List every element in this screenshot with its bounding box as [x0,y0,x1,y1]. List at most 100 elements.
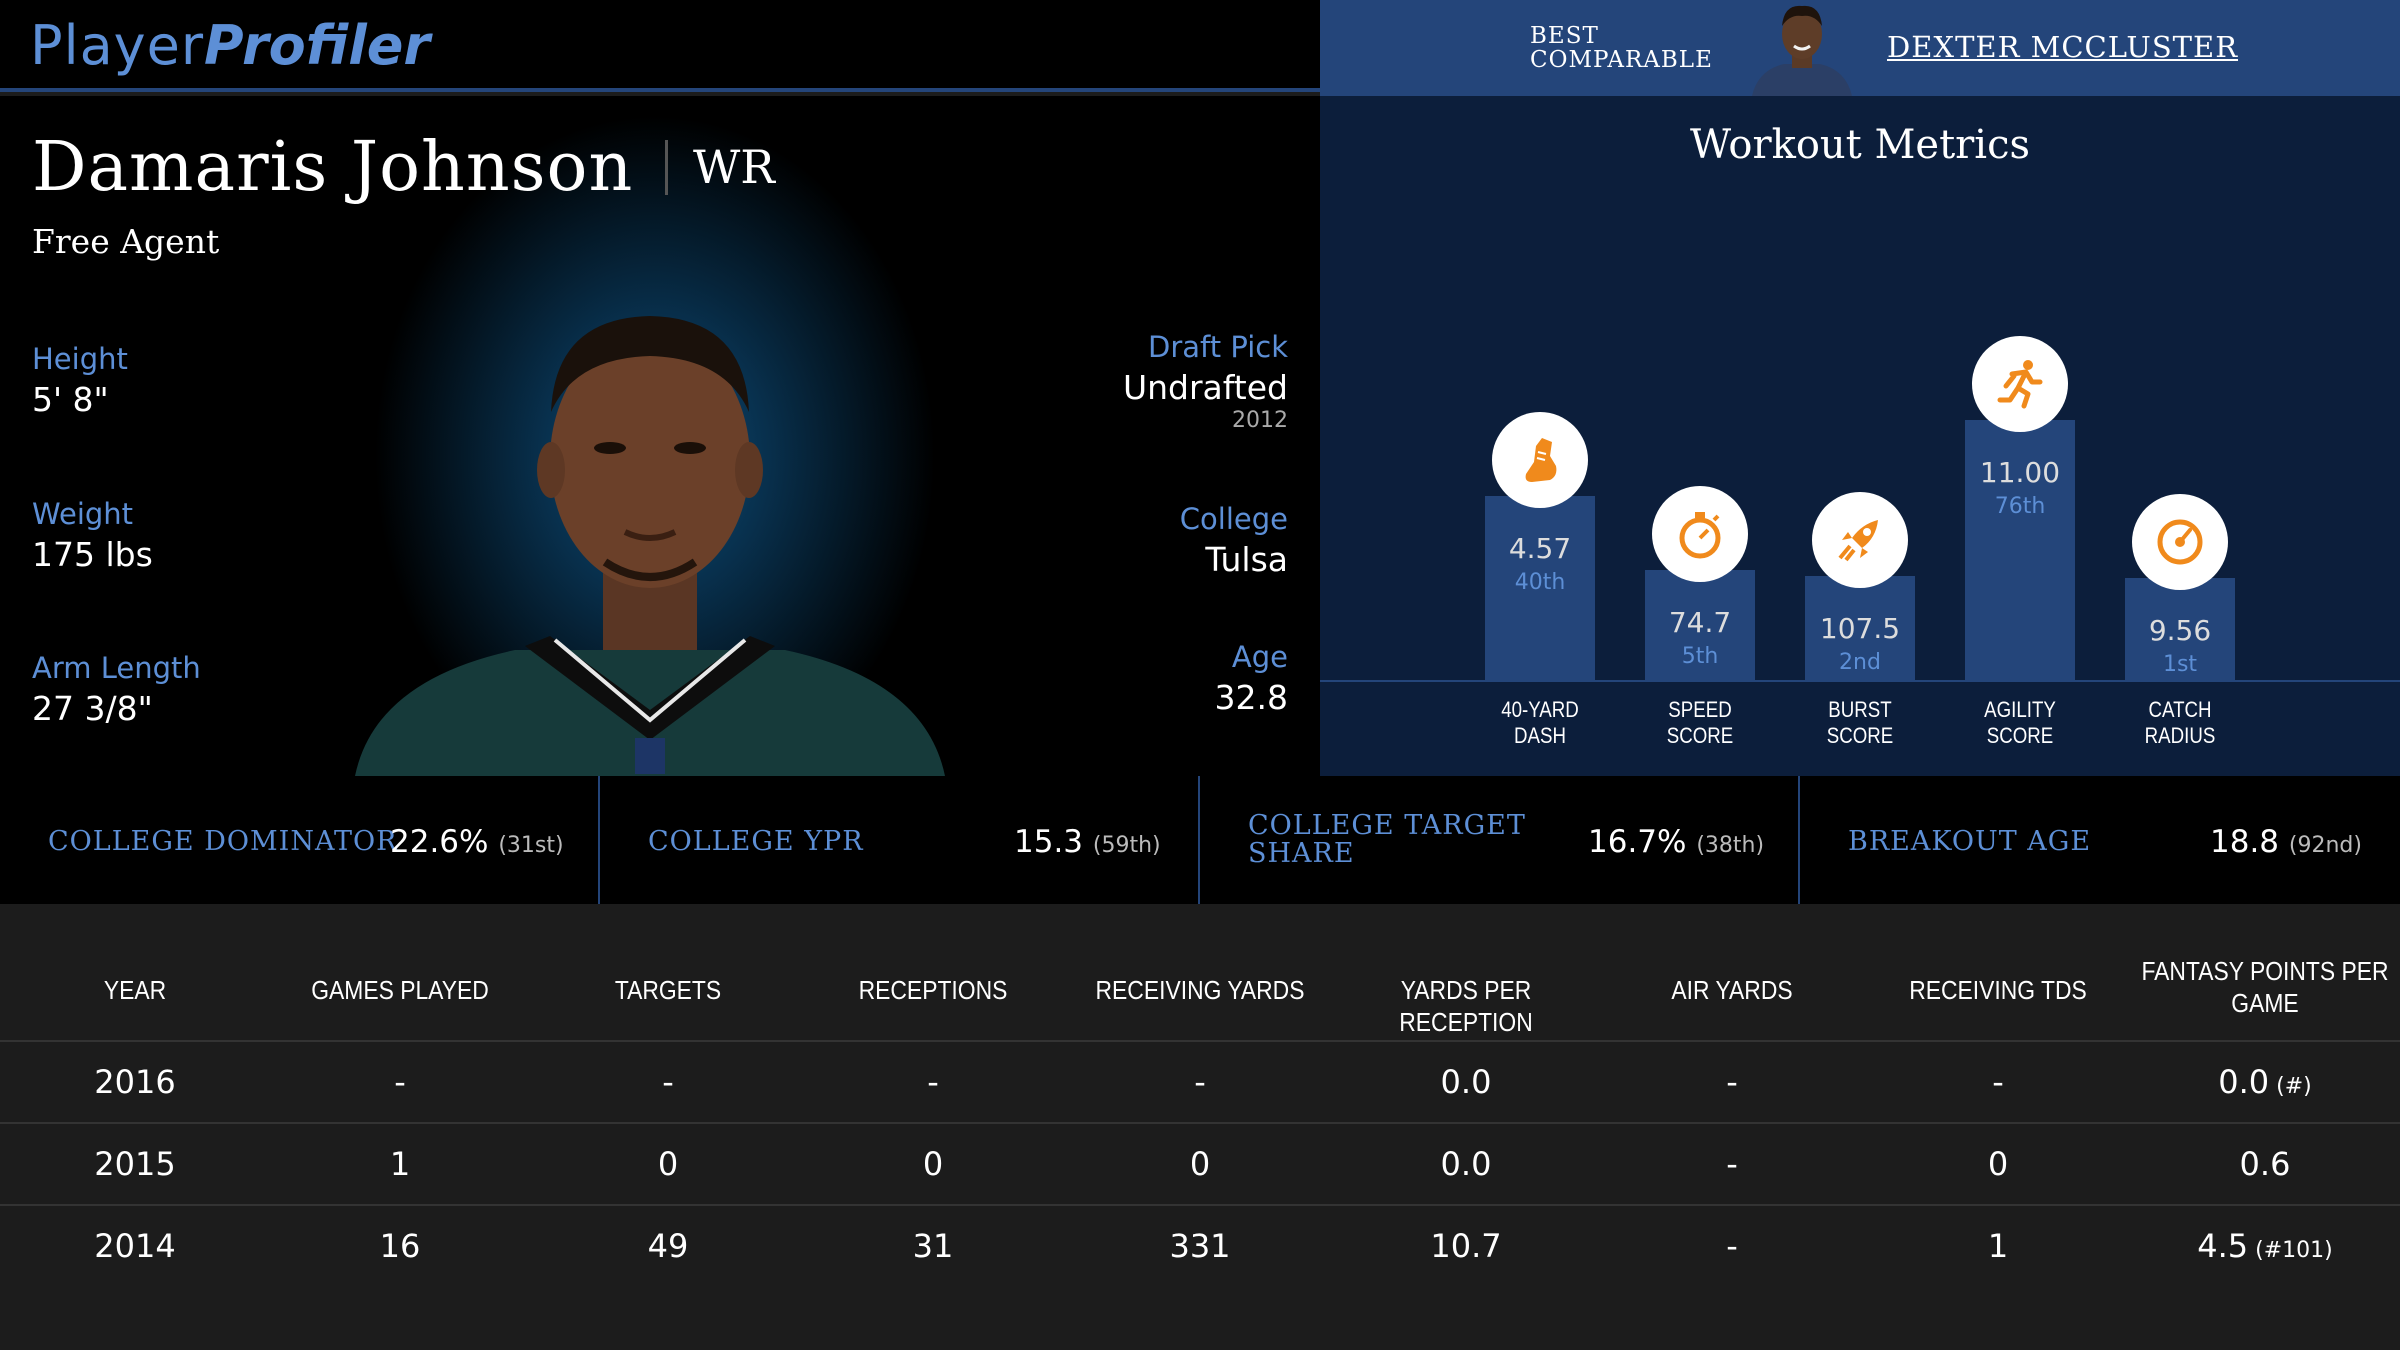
best-comparable-label-line1: BEST [1530,23,1599,49]
column-header-games-played[interactable]: GAMES PLAYED [311,975,489,1005]
college-ypr-rank: (59th) [1092,833,1161,858]
breakout-age-number: 18.8 [2210,824,2280,860]
height-value: 5' 8" [32,380,109,419]
cell-ypr: 0.0 [1316,1063,1616,1101]
cell-value: - [927,1063,939,1101]
workout-bar-40-yard [1485,496,1595,680]
logo-part-profiler: Profiler [204,14,430,77]
cell-targets: 0 [568,1145,768,1183]
cell-value: 331 [1169,1227,1231,1265]
college-dominator-number: 22.6% [390,824,489,860]
logo-part-player: Player [30,14,205,77]
cell-air: - [1632,1063,1832,1101]
cell-games: 16 [285,1227,515,1265]
workout-label-line1: AGILITY [1984,697,2056,722]
cell-value: 31 [912,1227,954,1265]
college-dominator-value: 22.6% (31st) [390,824,564,860]
workout-label-line2: DASH [1514,723,1566,748]
workout-label-burst: BURST SCORE [1792,697,1928,749]
column-header-yards-per-reception[interactable]: YARDS PER RECEPTION [1399,975,1533,1037]
cell-receptions: 31 [833,1227,1033,1265]
cell-value: 1 [389,1145,411,1183]
cell-value: 0 [922,1145,944,1183]
workout-label-line1: CATCH [2148,697,2212,722]
cell-value: - [1992,1063,2004,1101]
cell-value: 0.6 [2239,1145,2291,1183]
cell-air: - [1632,1227,1832,1265]
cell-value: - [1726,1145,1738,1183]
cell-tds: 0 [1878,1145,2118,1183]
height-label: Height [32,342,128,376]
cell-tds: 1 [1878,1227,2118,1265]
season-stats-table [0,904,2400,1350]
college-target-share-cell: COLLEGE TARGET SHARE 16.7% (38th) [1200,776,1800,904]
best-comparable-player-link[interactable]: DEXTER MCCLUSTER [1887,30,2239,64]
site-logo[interactable]: PlayerProfiler [30,16,430,76]
workout-bar-agility [1965,420,2075,680]
college-label: College [1179,502,1288,536]
cell-value: - [662,1063,674,1101]
cell-year: 2015 [35,1145,235,1183]
weight-value: 175 lbs [32,535,153,574]
workout-bar-burst [1805,575,1915,680]
player-position: WR [693,140,775,194]
draft-pick-label: Draft Pick [1148,330,1288,364]
runner-icon [1972,336,2068,433]
cell-receptions: 0 [833,1145,1033,1183]
workout-value-catch: 9.56 [2148,613,2212,647]
cell-air: - [1632,1145,1832,1183]
column-header-targets[interactable]: TARGETS [614,975,722,1005]
cell-value: 2016 [94,1063,176,1101]
college-dominator-cell: COLLEGE DOMINATOR 22.6% (31st) [0,776,600,904]
workout-label-speed: SPEED SCORE [1632,697,1768,749]
age-value: 32.8 [1214,678,1288,717]
column-header-receiving-yards[interactable]: RECEIVING YARDS [1095,975,1305,1005]
cell-value: 10.7 [1430,1227,1502,1265]
workout-percentile-40-yard: 40th [1514,570,1566,595]
college-ypr-value: 15.3 (59th) [1014,824,1161,860]
cell-targets: - [568,1063,768,1101]
shoe-icon [1492,412,1588,508]
cell-value: 2015 [94,1145,176,1183]
column-header-fantasy-points-per-game[interactable]: FANTASY POINTS PER GAME [2137,955,2392,1019]
best-comparable-bar [1320,0,2400,96]
breakout-age-label: BREAKOUT AGE [1848,826,2092,857]
workout-value-40-yard: 4.57 [1508,532,1572,565]
cell-year: 2014 [35,1227,235,1265]
cell-value: 2014 [94,1227,176,1265]
workout-label-line1: SPEED [1668,697,1732,722]
cell-value: 4.5 [2197,1227,2249,1265]
cell-yards: 331 [1070,1227,1330,1265]
cell-targets: 49 [568,1227,768,1265]
arm-length-value: 27 3/8" [32,689,153,728]
cell-value: 0 [1189,1145,1211,1183]
draft-year: 2012 [1232,408,1288,433]
college-metrics-strip [0,776,2400,904]
cell-value: 0 [657,1145,679,1183]
cell-value: 1 [1987,1227,2009,1265]
workout-value-agility: 11.00 [1979,456,2061,490]
draft-pick-value: Undrafted [1122,368,1288,407]
column-header-year[interactable]: YEAR [103,975,167,1005]
cell-yards: 0 [1070,1145,1330,1183]
workout-bar-speed [1645,569,1755,680]
workout-percentile-catch: 1st [2162,651,2198,677]
workout-percentile-agility: 76th [1994,494,2046,520]
column-header-receptions[interactable]: RECEPTIONS [858,975,1008,1005]
cell-value: 0.0 [2218,1063,2270,1101]
column-header-air-yards[interactable]: AIR YARDS [1671,975,1793,1005]
workout-label-40-yard: 40-YARD DASH [1472,697,1608,749]
comparable-player-avatar[interactable] [1744,0,1860,96]
table-row-divider [0,1122,2400,1124]
cell-value: 49 [647,1227,689,1265]
column-header-fantasy-points-line2: GAME [2231,988,2299,1018]
college-target-share-number: 16.7% [1588,824,1687,860]
workout-label-agility: AGILITY SCORE [1952,697,2088,749]
cell-value: - [1726,1227,1738,1265]
college-dominator-label: COLLEGE DOMINATOR [48,826,398,857]
column-header-receiving-tds[interactable]: RECEIVING TDS [1909,975,2087,1005]
gauge-icon [2132,493,2228,590]
best-comparable-label-line2: COMPARABLE [1530,47,1713,73]
cell-fppg: 0.0 (#) [2120,1063,2400,1101]
cell-ypr: 10.7 [1316,1227,1616,1265]
